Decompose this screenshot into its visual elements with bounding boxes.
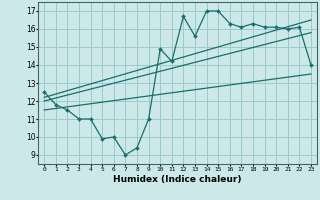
X-axis label: Humidex (Indice chaleur): Humidex (Indice chaleur)	[113, 175, 242, 184]
